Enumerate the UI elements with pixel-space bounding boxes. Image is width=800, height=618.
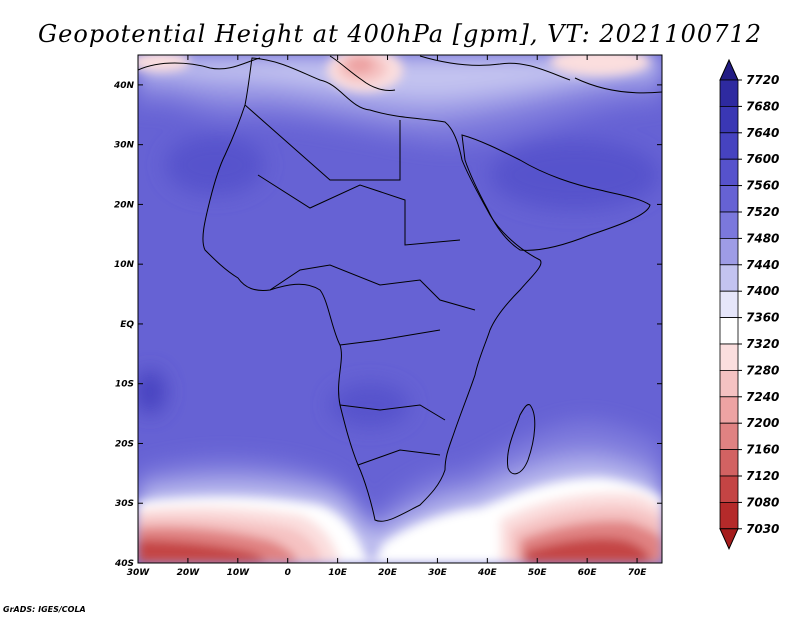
colorbar-segment — [719, 369, 739, 398]
colorbar-bottom-arrow — [719, 528, 739, 551]
lat-tick-label: 20S — [115, 439, 134, 449]
colorbar-label: 7520 — [746, 205, 779, 219]
lat-tick-label: 30N — [114, 141, 135, 151]
lon-tick-label: 10W — [227, 568, 251, 578]
lon-tick-label: 70E — [628, 568, 648, 578]
lat-tick-label: EQ — [120, 320, 134, 330]
geopotential-height-field — [138, 55, 662, 563]
colorbar-segment — [719, 290, 739, 319]
colorbar-label: 7680 — [746, 99, 779, 113]
lon-tick-label: 50E — [528, 568, 548, 578]
colorbar-label: 7480 — [746, 231, 779, 245]
colorbar-label: 7160 — [746, 443, 779, 457]
colorbar-segment — [719, 185, 739, 213]
lat-tick-label: 40S — [114, 559, 134, 569]
colorbar-segment — [719, 132, 739, 160]
colorbar: 7720 7680 7640 7600 7560 7520 7480 7440 7400 7360… — [719, 58, 779, 551]
lat-tick-label: 20N — [114, 200, 135, 210]
colorbar-label: 7080 — [746, 495, 779, 509]
colorbar-label: 7120 — [746, 469, 779, 483]
colorbar-segment — [719, 317, 739, 345]
colorbar-label: 7360 — [746, 311, 779, 325]
map-frame — [137, 54, 663, 564]
colorbar-label: 7030 — [746, 522, 779, 536]
colorbar-label: 7320 — [746, 337, 779, 351]
colorbar-segment — [719, 264, 739, 292]
lon-tick-label: 0 — [285, 568, 291, 578]
lat-tick-label: 40N — [113, 81, 135, 91]
colorbar-segment — [719, 158, 739, 186]
colorbar-segment — [719, 343, 739, 371]
colorbar-label: 7640 — [746, 126, 779, 140]
latitude-axis: 40N 30N 20N 10N EQ 10S 20S 30S 40S — [113, 81, 662, 569]
lon-tick-label: 60E — [578, 568, 598, 578]
lon-tick-label: 40E — [477, 568, 498, 578]
lon-tick-label: 20E — [378, 568, 398, 578]
colorbar-segment — [719, 449, 739, 477]
colorbar-label: 7280 — [746, 363, 779, 377]
lon-tick-label: 20W — [177, 568, 201, 578]
colorbar-label: 7560 — [746, 179, 779, 193]
colorbar-label: 7200 — [746, 416, 779, 430]
coastlines — [138, 55, 662, 522]
colorbar-segment — [719, 79, 739, 107]
lat-tick-label: 10S — [115, 380, 134, 390]
colorbar-segment — [719, 211, 739, 239]
colorbar-segment — [719, 106, 739, 134]
colorbar-label: 7600 — [746, 152, 779, 166]
grads-credit: GrADS: IGES/COLA — [3, 605, 86, 614]
colorbar-top-arrow — [719, 58, 739, 81]
colorbar-segment — [719, 237, 739, 266]
map-title: Geopotential Height at 400hPa [gpm], VT:… — [38, 20, 762, 48]
colorbar-segment — [719, 501, 739, 530]
lat-tick-label: 30S — [115, 499, 134, 509]
colorbar-segment — [719, 422, 739, 451]
lon-tick-label: 10E — [328, 568, 348, 578]
colorbar-label: 7440 — [746, 258, 779, 272]
colorbar-segment — [719, 396, 739, 424]
lon-tick-label: 30E — [428, 568, 448, 578]
longitude-axis: 30W 20W 10W 0 10E 20E 30E 40E 50E 60E 70E — [127, 55, 647, 578]
colorbar-segment — [719, 475, 739, 503]
colorbar-label: 7400 — [746, 284, 779, 298]
lon-tick-label: 30W — [127, 568, 151, 578]
colorbar-label: 7720 — [746, 73, 779, 87]
lat-tick-label: 10N — [114, 260, 135, 270]
colorbar-label: 7240 — [746, 390, 779, 404]
